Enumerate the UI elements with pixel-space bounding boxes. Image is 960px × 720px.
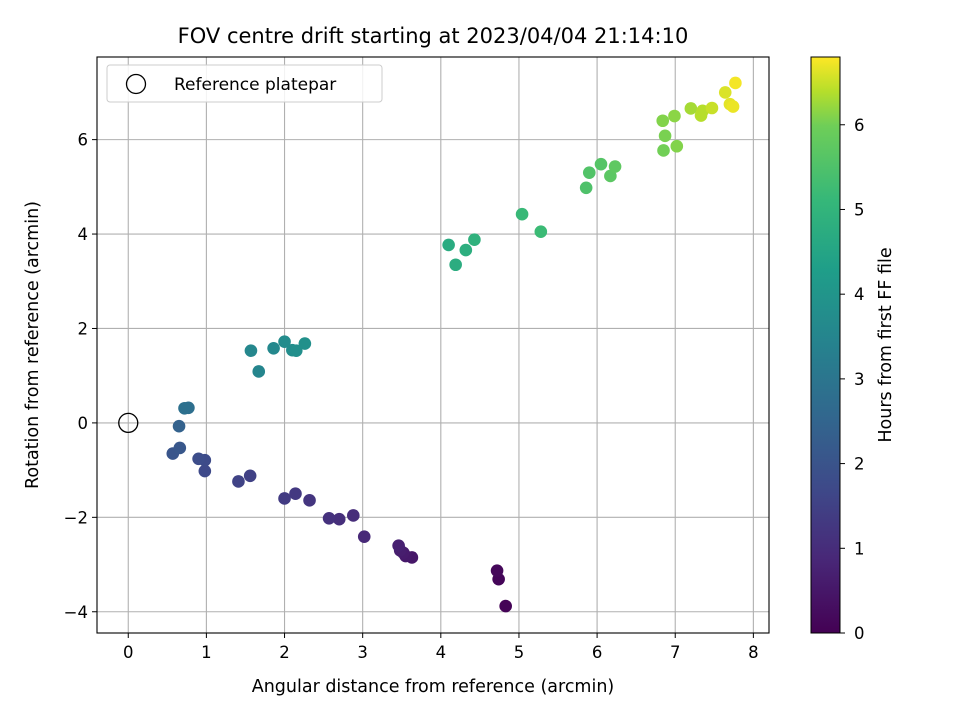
data-point — [468, 233, 481, 247]
colorbar-tick-label: 3 — [854, 370, 865, 389]
colorbar-tick-label: 1 — [854, 539, 865, 558]
data-point — [332, 512, 346, 526]
x-tick-label: 5 — [514, 643, 525, 662]
data-point — [534, 225, 548, 238]
legend-marker-icon — [125, 73, 147, 95]
colorbar: 0 1 2 3 4 5 6 Hours from first FF file — [810, 56, 896, 643]
data-point — [322, 511, 336, 525]
data-points — [166, 76, 742, 613]
x-tick-label: 2 — [279, 643, 290, 662]
y-tick-label: 4 — [78, 225, 89, 244]
legend-box — [106, 64, 383, 103]
data-point — [490, 564, 504, 577]
data-point — [278, 335, 291, 348]
x-tick-label: 6 — [592, 643, 603, 662]
x-tick-label: 3 — [357, 643, 368, 662]
data-point — [243, 469, 257, 483]
colorbar-ticks: 0 1 2 3 4 5 6 — [840, 116, 865, 643]
colorbar-tick-label: 5 — [854, 200, 865, 219]
y-tick-label: 2 — [78, 319, 89, 338]
data-point — [705, 101, 719, 115]
data-point — [244, 344, 258, 357]
data-point — [729, 76, 742, 90]
plot-frame — [96, 56, 770, 634]
data-point — [582, 166, 596, 179]
x-axis-label: Angular distance from reference (arcmin) — [252, 677, 615, 697]
data-point — [267, 342, 280, 355]
y-axis-label: Rotation from reference (arcmin) — [23, 201, 43, 489]
data-point — [726, 100, 740, 113]
data-point — [198, 464, 212, 478]
data-point — [718, 86, 732, 99]
data-point — [670, 139, 684, 153]
reference-point — [118, 412, 139, 434]
data-point — [449, 258, 462, 272]
data-point — [392, 539, 405, 552]
data-point — [579, 181, 593, 195]
data-point — [346, 509, 360, 522]
chart-title: FOV centre drift starting at 2023/04/04 … — [178, 24, 689, 48]
data-point — [442, 238, 455, 252]
x-tick-label: 1 — [201, 643, 212, 662]
gridlines — [97, 57, 769, 633]
data-point — [499, 599, 512, 613]
y-tick-label: −2 — [64, 508, 88, 527]
data-point — [668, 109, 681, 123]
data-point — [684, 102, 698, 115]
data-point — [357, 530, 371, 543]
data-point — [232, 475, 245, 488]
x-tick-label: 0 — [123, 643, 134, 662]
data-point — [657, 144, 670, 157]
y-axis-ticks: −4 −2 0 2 4 6 — [64, 131, 97, 622]
data-point — [178, 401, 191, 415]
y-tick-label: 6 — [78, 131, 89, 150]
data-point — [303, 494, 316, 507]
data-point — [608, 160, 622, 173]
data-point — [252, 365, 266, 378]
data-point — [658, 129, 672, 143]
x-tick-label: 7 — [670, 643, 681, 662]
legend-label: Reference platepar — [174, 75, 336, 95]
data-point — [173, 441, 187, 455]
data-point — [278, 492, 291, 505]
x-axis-ticks: 0 1 2 3 4 5 6 7 8 — [123, 633, 759, 662]
data-point — [298, 337, 312, 350]
x-tick-label: 4 — [436, 643, 447, 662]
data-point — [459, 243, 473, 257]
colorbar-tick-label: 0 — [854, 624, 865, 643]
data-point — [515, 207, 529, 221]
data-point — [594, 157, 608, 171]
reference-marker — [118, 412, 139, 434]
data-point — [604, 169, 617, 183]
colorbar-gradient — [810, 56, 841, 634]
colorbar-tick-label: 4 — [854, 285, 865, 304]
data-point — [172, 419, 186, 433]
y-tick-label: −4 — [64, 603, 88, 622]
data-point — [289, 487, 302, 501]
y-tick-label: 0 — [78, 414, 89, 433]
colorbar-tick-label: 2 — [854, 455, 865, 474]
data-point — [656, 114, 670, 128]
data-point — [192, 452, 205, 466]
data-point — [289, 344, 303, 357]
legend: Reference platepar — [106, 64, 383, 103]
colorbar-label: Hours from first FF file — [876, 247, 896, 442]
colorbar-tick-label: 6 — [854, 116, 865, 135]
x-tick-label: 8 — [748, 643, 759, 662]
